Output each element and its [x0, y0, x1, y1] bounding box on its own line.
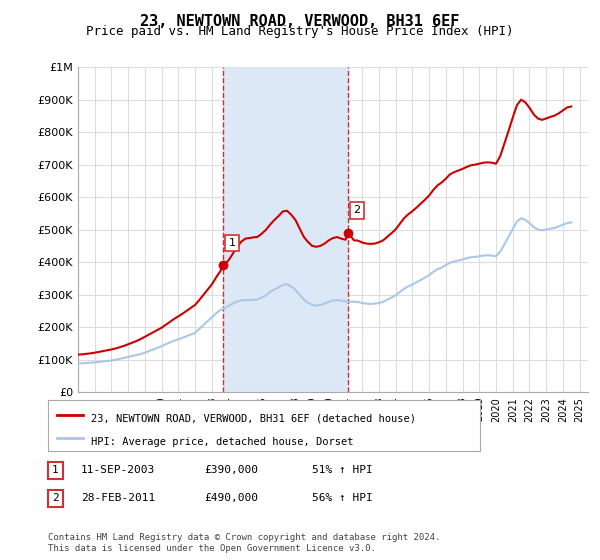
- Text: 23, NEWTOWN ROAD, VERWOOD, BH31 6EF: 23, NEWTOWN ROAD, VERWOOD, BH31 6EF: [140, 14, 460, 29]
- Bar: [223, 67, 349, 392]
- Text: 1: 1: [52, 465, 59, 475]
- Text: 11-SEP-2003: 11-SEP-2003: [81, 465, 155, 475]
- Text: £390,000: £390,000: [204, 465, 258, 475]
- Text: Price paid vs. HM Land Registry's House Price Index (HPI): Price paid vs. HM Land Registry's House …: [86, 25, 514, 38]
- Text: 2: 2: [52, 493, 59, 503]
- Text: 2: 2: [353, 206, 361, 216]
- Text: 1: 1: [229, 238, 235, 248]
- Text: 28-FEB-2011: 28-FEB-2011: [81, 493, 155, 503]
- Text: 51% ↑ HPI: 51% ↑ HPI: [312, 465, 373, 475]
- Text: 56% ↑ HPI: 56% ↑ HPI: [312, 493, 373, 503]
- Text: HPI: Average price, detached house, Dorset: HPI: Average price, detached house, Dors…: [91, 437, 354, 447]
- Text: £490,000: £490,000: [204, 493, 258, 503]
- Text: Contains HM Land Registry data © Crown copyright and database right 2024.
This d: Contains HM Land Registry data © Crown c…: [48, 533, 440, 553]
- Text: 23, NEWTOWN ROAD, VERWOOD, BH31 6EF (detached house): 23, NEWTOWN ROAD, VERWOOD, BH31 6EF (det…: [91, 413, 416, 423]
